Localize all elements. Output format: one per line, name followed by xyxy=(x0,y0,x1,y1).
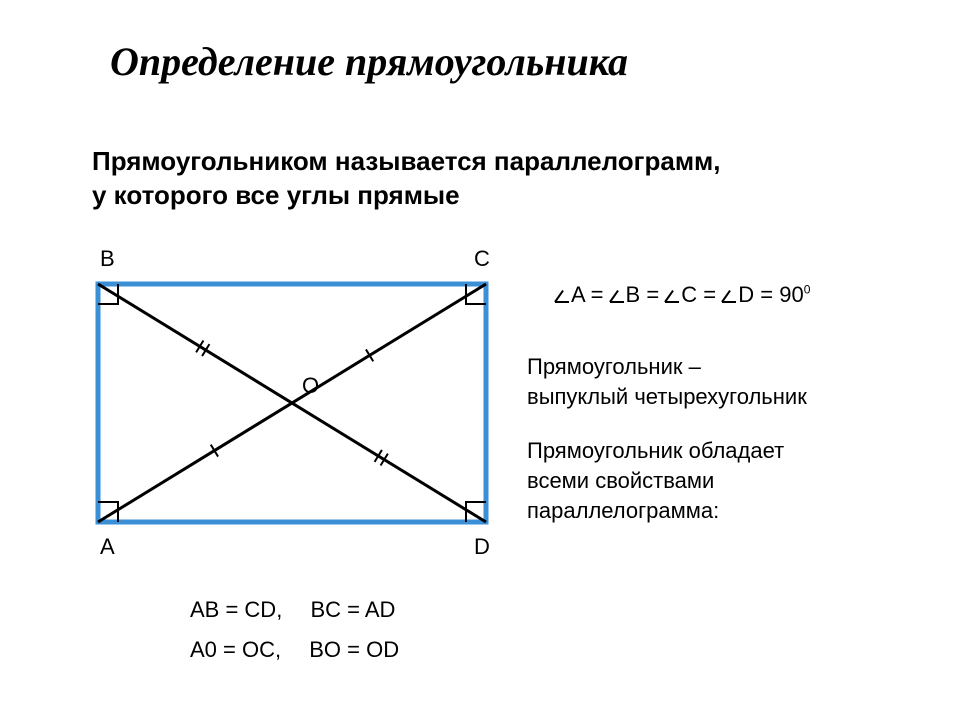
page-title: Определение прямоугольника xyxy=(110,38,628,85)
side-equalities: AB = CD, BC = AD A0 = OC, BO = OD xyxy=(190,590,421,670)
angle-icon xyxy=(555,289,569,303)
angle-icon xyxy=(665,289,679,303)
degree-symbol: 0 xyxy=(804,283,811,297)
angle-text-c: C = xyxy=(681,282,722,307)
definition-text: Прямоугольником называется параллелограм… xyxy=(92,144,721,212)
note-properties: Прямоугольник обладает всеми свойствами … xyxy=(527,436,784,526)
vertex-label-b: B xyxy=(100,246,115,272)
eq-row: A0 = OC, BO = OD xyxy=(190,630,421,670)
definition-line2: у которого все углы прямые xyxy=(92,178,721,212)
angle-text-d: D = 90 xyxy=(738,282,803,307)
angle-icon xyxy=(610,289,624,303)
definition-line1: Прямоугольником называется параллелограм… xyxy=(92,144,721,178)
note-line: Прямоугольник – xyxy=(527,352,807,382)
vertex-label-a: A xyxy=(100,534,115,560)
eq-cell: BC = AD xyxy=(310,590,395,630)
note-line: выпуклый четырехугольник xyxy=(527,382,807,412)
center-label-o: O xyxy=(302,373,319,399)
angle-text-a: A = xyxy=(571,282,610,307)
angle-icon xyxy=(722,289,736,303)
note-line: Прямоугольник обладает xyxy=(527,436,784,466)
rectangle-diagram: B C A D O xyxy=(92,278,492,528)
angle-equality: A = B = C = D = 900 xyxy=(555,282,810,308)
note-line: параллелограмма: xyxy=(527,496,784,526)
angle-text-b: B = xyxy=(626,282,666,307)
eq-cell: BO = OD xyxy=(309,630,399,670)
eq-row: AB = CD, BC = AD xyxy=(190,590,421,630)
note-convex: Прямоугольник – выпуклый четырехугольник xyxy=(527,352,807,412)
rectangle-svg xyxy=(92,278,492,528)
eq-cell: A0 = OC, xyxy=(190,630,281,670)
vertex-label-d: D xyxy=(474,534,490,560)
eq-cell: AB = CD, xyxy=(190,590,282,630)
note-line: всеми свойствами xyxy=(527,466,784,496)
vertex-label-c: C xyxy=(474,246,490,272)
